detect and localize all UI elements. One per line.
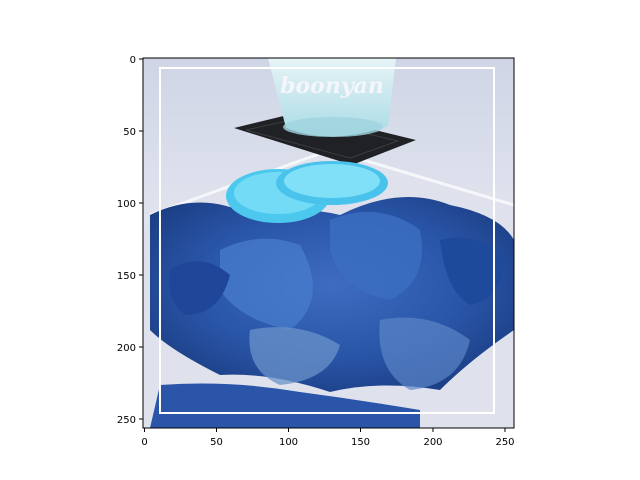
- y-tick-label: 0: [130, 55, 136, 66]
- glass: [268, 58, 396, 137]
- photo: boonyan: [143, 58, 514, 428]
- y-tick-label: 250: [117, 415, 136, 426]
- x-axis: 0 50 100 150 200 250: [141, 428, 515, 448]
- y-tick-label: 50: [123, 127, 136, 138]
- y-axis: 0 50 100 150 200 250: [117, 55, 143, 426]
- axes-frame: [142, 57, 515, 429]
- lemon-slices: [226, 161, 388, 223]
- watermark-text: boonyan: [280, 73, 384, 99]
- coaster: [234, 112, 416, 165]
- x-tick-label: 0: [141, 437, 147, 448]
- y-tick-label: 200: [117, 343, 136, 354]
- y-tick-label: 150: [117, 271, 136, 282]
- x-tick-label: 200: [423, 437, 442, 448]
- x-tick-label: 100: [279, 437, 298, 448]
- photo-frame: [159, 67, 495, 414]
- y-tick-label: 100: [117, 199, 136, 210]
- x-tick-label: 250: [495, 437, 514, 448]
- x-tick-label: 150: [351, 437, 370, 448]
- x-tick-label: 50: [210, 437, 223, 448]
- fried-food: [150, 197, 514, 428]
